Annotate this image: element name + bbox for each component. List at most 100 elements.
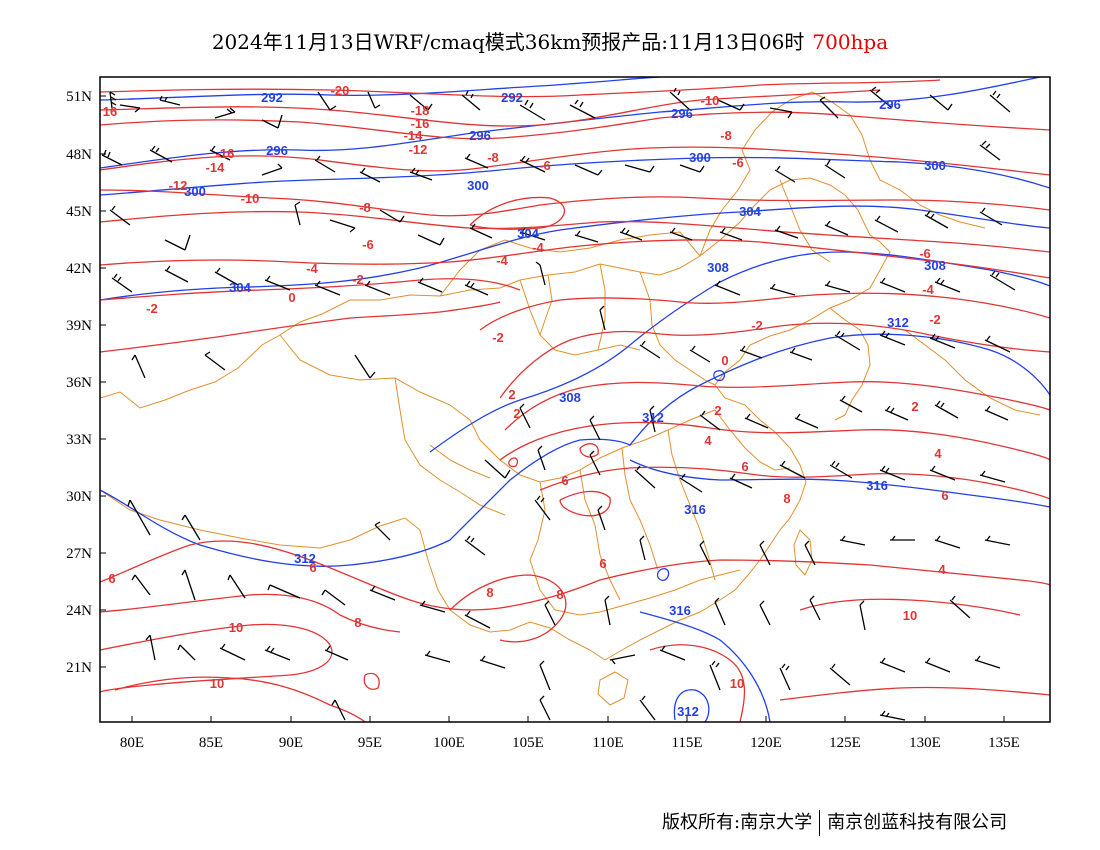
lon-tick-label: 130E xyxy=(909,735,941,751)
wind-barb xyxy=(769,283,796,296)
wind-barb xyxy=(974,655,1001,669)
wind-barb xyxy=(624,164,655,173)
wind-barb xyxy=(127,499,151,536)
wind-barb xyxy=(779,663,791,691)
temperature-label: -6 xyxy=(539,158,551,173)
wind-barb xyxy=(367,91,381,109)
province-border xyxy=(779,179,831,263)
wind-barb xyxy=(149,145,173,163)
temp-contour xyxy=(100,146,1050,176)
wind-barb xyxy=(101,149,123,166)
wind-barb xyxy=(869,86,893,109)
province-border xyxy=(639,271,716,386)
wind-barb xyxy=(109,205,131,226)
height-label: 308 xyxy=(707,260,729,275)
wind-barb xyxy=(589,450,601,476)
temperature-label: -14 xyxy=(206,160,226,175)
height-label: 296 xyxy=(469,128,491,143)
temperature-label: 0 xyxy=(288,290,295,305)
height-contour-312c xyxy=(656,568,670,581)
wind-barb xyxy=(824,220,849,236)
wind-barb xyxy=(204,351,226,371)
wind-barb xyxy=(359,167,381,183)
wind-barb xyxy=(979,140,1001,161)
wind-barb xyxy=(609,654,636,665)
wind-barb xyxy=(364,280,391,296)
temp-contour xyxy=(449,574,567,643)
temp-contour xyxy=(499,421,1050,461)
temperature-label: 8 xyxy=(783,491,790,506)
wind-barb xyxy=(824,280,851,293)
height-label: 308 xyxy=(924,258,946,273)
height-label: 296 xyxy=(879,97,901,112)
china-national-border xyxy=(100,177,891,409)
wind-barb xyxy=(929,465,956,481)
height-label: 296 xyxy=(671,106,693,121)
wind-barb xyxy=(717,99,745,111)
wind-barb xyxy=(804,540,816,566)
temp-contour xyxy=(100,111,1050,140)
wind-barb xyxy=(519,227,546,241)
plot-frame xyxy=(99,76,1051,723)
boundary-layer xyxy=(100,91,1041,706)
wind-barb xyxy=(369,585,396,601)
province-border xyxy=(714,409,791,471)
wind-barb xyxy=(934,400,959,419)
wind-barb xyxy=(181,569,196,601)
wind-barb xyxy=(131,574,151,596)
temperature-label: 10 xyxy=(210,676,224,691)
lat-tick-label: 42N xyxy=(66,261,92,277)
lat-tick-label: 39N xyxy=(66,318,92,334)
wind-barb xyxy=(659,645,686,661)
temp-contour xyxy=(100,79,941,98)
wind-barb xyxy=(264,275,291,291)
temperature-contours xyxy=(100,79,1050,722)
temperature-label: -2 xyxy=(929,312,941,327)
wind-barb xyxy=(589,415,601,441)
height-contour-316 xyxy=(629,459,1050,508)
temperature-label: -8 xyxy=(720,128,732,143)
wind-barb xyxy=(417,277,443,293)
wind-barb xyxy=(537,445,546,471)
height-contour-296 xyxy=(100,77,1041,169)
wind-barb xyxy=(779,460,806,479)
wind-barb xyxy=(109,91,117,109)
lon-tick-label: 95E xyxy=(358,735,382,751)
lon-tick-label: 120E xyxy=(750,735,782,751)
temperature-label: -6 xyxy=(919,246,931,261)
wind-barb xyxy=(374,521,391,541)
province-border xyxy=(479,409,716,483)
wind-barb xyxy=(839,395,863,413)
southwest-border xyxy=(100,489,606,661)
wind-barb xyxy=(824,159,846,179)
height-label: 292 xyxy=(501,90,523,105)
lat-tick-label: 36N xyxy=(66,375,92,391)
wind-barb xyxy=(639,340,661,359)
temperature-label: 6 xyxy=(561,473,568,488)
temp-contour xyxy=(539,466,1050,500)
wind-barb xyxy=(929,333,956,349)
wind-barb xyxy=(714,280,741,296)
wind-barb xyxy=(709,660,721,691)
wind-barb xyxy=(324,645,349,661)
wind-barb xyxy=(131,354,146,379)
taiwan-island xyxy=(793,529,813,576)
temperature-label: -16 xyxy=(216,146,235,161)
wind-barb xyxy=(829,663,851,686)
wind-barb xyxy=(599,305,606,331)
temp-contour xyxy=(779,686,1050,701)
height-contour-300 xyxy=(100,156,1050,196)
height-label: 300 xyxy=(689,150,711,165)
wind-barb xyxy=(604,595,611,626)
temperature-label: -4 xyxy=(306,261,318,276)
lon-tick-label: 90E xyxy=(279,735,303,751)
temp-contour xyxy=(100,301,501,353)
wind-barb xyxy=(544,600,556,626)
wind-barb xyxy=(461,90,481,111)
wind-barb xyxy=(409,167,433,181)
wind-barb xyxy=(484,459,511,479)
lat-tick-label: 51N xyxy=(66,89,92,105)
wind-barb xyxy=(479,655,506,669)
wind-barb xyxy=(267,584,301,599)
wind-barb xyxy=(464,610,491,629)
